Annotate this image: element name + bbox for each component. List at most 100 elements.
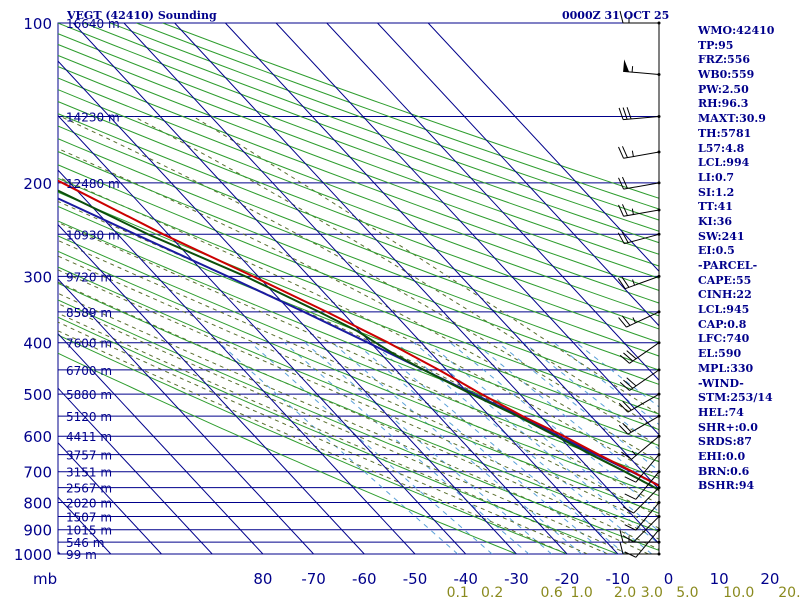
dry-adiabat-line: [58, 66, 659, 291]
wind-barb-flag: [624, 493, 637, 500]
wind-barb: [618, 310, 661, 328]
moist-adiabat-line: [58, 281, 659, 550]
pressure-tick-label: 800: [23, 495, 52, 513]
wind-barb-flag: [617, 278, 626, 289]
isotherm-line: [58, 278, 314, 554]
mixing-ratio-lines: [218, 342, 659, 554]
index-item: LCL:994: [698, 156, 750, 170]
wind-barb-dot: [657, 453, 661, 457]
wind-barb-flag: [626, 377, 637, 387]
wind-barb: [618, 204, 661, 217]
wind-barb: [617, 231, 661, 245]
wind-barb-shaft: [633, 516, 660, 543]
stability-indices-list: WMO:42410 TP:95 FRZ:556 WB0:559 PW:2.50 RH:96…: [698, 24, 774, 494]
height-label: 7600 m: [66, 337, 112, 351]
wind-barb-halfflag: [631, 66, 634, 73]
index-item: TP:95: [698, 38, 734, 52]
index-item: SHR+:0.0: [698, 420, 758, 434]
wind-barb-dot: [657, 552, 661, 556]
height-label: 4411 m: [66, 430, 112, 444]
dewpoint-trace: [58, 189, 659, 491]
index-item: PW:2.50: [698, 82, 749, 96]
temperature-tick-label: 20: [760, 570, 779, 588]
wind-barb: [619, 530, 661, 544]
wind-barb-flag: [624, 476, 637, 483]
height-label: 12480 m: [66, 177, 120, 191]
wind-barb-flag: [619, 541, 624, 555]
mixing-ratio-label: 0.2: [481, 585, 503, 600]
isotherm-line: [58, 441, 162, 554]
index-item: MPL:330: [698, 361, 754, 375]
temperature-tick-label: -60: [352, 570, 377, 588]
isotherm-line: [58, 332, 264, 554]
dry-adiabat-line: [58, 77, 659, 304]
mixing-ratio-label: 0.6: [541, 585, 563, 600]
wind-barb-shaft: [623, 70, 660, 75]
wind-barb-flag: [619, 10, 624, 24]
dry-adiabat-line: [58, 54, 659, 279]
temperature-tick-label: -40: [453, 570, 478, 588]
height-label: 3757 m: [66, 449, 112, 463]
mixing-ratio-label: 20.0: [778, 585, 800, 600]
wind-barb-flag: [618, 107, 624, 120]
wind-barb-shaft: [635, 471, 660, 500]
wind-barb-flag: [624, 524, 637, 531]
wind-barb-flag: [619, 530, 624, 543]
height-label: 5120 m: [66, 410, 112, 424]
dry-adiabat-line: [58, 266, 659, 514]
dry-adiabat-line: [110, 23, 659, 221]
wind-barb: [623, 59, 661, 76]
index-item: WB0:559: [698, 68, 755, 82]
height-label: 5880 m: [66, 388, 112, 402]
wind-barb: [617, 274, 661, 290]
wind-barb-flag: [622, 107, 628, 120]
mixing-ratio-line: [250, 342, 493, 554]
wind-barb-flag: [621, 204, 628, 216]
index-item: CAPE:55: [698, 273, 752, 287]
mixing-ratio-label: 5.0: [676, 585, 698, 600]
isotherm-line: [377, 23, 659, 327]
wind-barb-halfflag: [632, 317, 636, 324]
wind-barb-flag: [617, 232, 625, 244]
wind-barb-dot: [657, 115, 661, 119]
height-label: 6700 m: [66, 364, 112, 378]
height-label: 99 m: [66, 548, 97, 562]
pressure-tick-label: 600: [23, 428, 52, 446]
wind-barb-shaft: [623, 116, 660, 121]
index-item: L57:4.8: [698, 141, 745, 155]
index-item: CINH:22: [698, 288, 752, 302]
index-item: EHI:0.0: [698, 449, 746, 463]
temperature-tick-label: -30: [504, 570, 529, 588]
index-item: BSHR:94: [698, 479, 755, 493]
dry-adiabat-line: [58, 138, 659, 371]
wind-barb-flag: [621, 451, 632, 460]
wind-barb-flag: [622, 535, 634, 543]
wind-barb-dot: [657, 232, 661, 236]
index-item: LI:0.7: [698, 170, 735, 184]
wind-barb-flag: [621, 315, 631, 326]
wind-barb-shaft: [631, 435, 660, 460]
dry-adiabat-line: [58, 352, 517, 554]
moist-adiabat-line: [58, 255, 659, 529]
mixing-ratio-line: [474, 342, 659, 492]
wind-barb: [624, 453, 661, 483]
wind-barb-flag: [622, 422, 632, 433]
height-label: 2567 m: [66, 482, 112, 496]
isotherm-line: [72, 23, 568, 554]
temperature-tick-label: -20: [555, 570, 580, 588]
wind-barb-shaft: [624, 233, 660, 245]
dry-adiabat-line: [58, 235, 659, 479]
dry-adiabat-line: [58, 89, 659, 317]
mixing-ratio-line: [332, 342, 583, 554]
temperature-tick-label: -50: [403, 570, 428, 588]
wind-barb-dot: [657, 470, 661, 474]
index-item: STM:253/14: [698, 391, 773, 405]
isotherm-line: [123, 23, 619, 554]
wind-barb-shaft: [623, 182, 660, 190]
wind-barb-dot: [657, 208, 661, 212]
temperature-tick-label: 0: [664, 570, 674, 588]
index-item: LCL:945: [698, 303, 750, 317]
wind-barb-flag: [623, 352, 634, 362]
dry-adiabat-line: [58, 23, 659, 244]
mixing-ratio-line: [427, 342, 659, 532]
